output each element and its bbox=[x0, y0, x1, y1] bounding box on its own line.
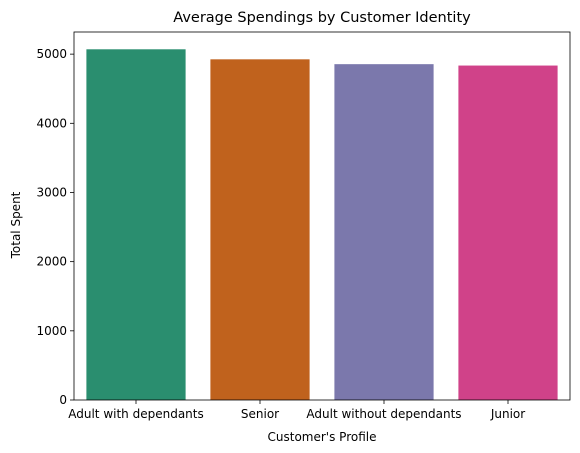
y-tick-label-1: 1000 bbox=[36, 324, 67, 338]
x-tick-label-2: Adult without dependants bbox=[306, 407, 461, 421]
x-axis-ticks: Adult with dependants Senior Adult without… bbox=[68, 400, 525, 421]
y-tick-label-3: 3000 bbox=[36, 185, 67, 199]
bars-group bbox=[86, 49, 558, 401]
bar-1 bbox=[210, 59, 310, 401]
y-tick-label-5: 5000 bbox=[36, 47, 67, 61]
x-axis-label: Customer's Profile bbox=[268, 430, 377, 444]
bar-3 bbox=[458, 65, 558, 400]
plot-frame bbox=[73, 31, 571, 401]
bar-0 bbox=[86, 49, 186, 400]
chart-title: Average Spendings by Customer Identity bbox=[173, 10, 471, 26]
x-tick-label-1: Senior bbox=[241, 407, 279, 421]
y-axis-ticks: 0 1000 2000 3000 4000 5000 bbox=[36, 47, 74, 407]
y-tick-label-2: 2000 bbox=[36, 255, 67, 269]
bar-2 bbox=[334, 64, 434, 401]
y-axis-label: Total Spent bbox=[9, 191, 23, 259]
y-tick-label-0: 0 bbox=[59, 393, 67, 407]
y-tick-label-4: 4000 bbox=[36, 116, 67, 130]
x-tick-label-3: Junior bbox=[490, 407, 525, 421]
x-tick-label-0: Adult with dependants bbox=[68, 407, 204, 421]
